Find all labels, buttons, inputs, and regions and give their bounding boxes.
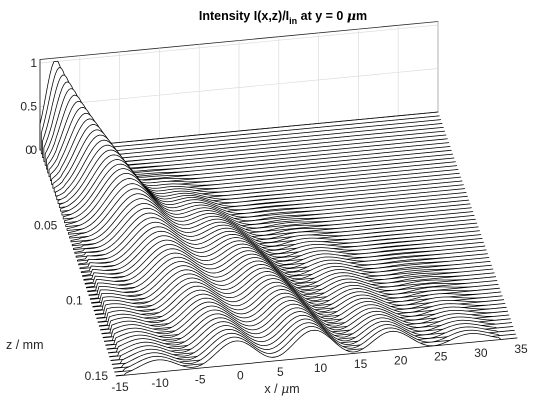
x-axis-label-suffix: m: [289, 382, 299, 396]
x-tick-label-7: 20: [394, 353, 408, 367]
chart-title-mu: μ: [347, 8, 356, 23]
chart-title-prefix: Intensity I(x,z)/I: [199, 9, 289, 23]
x-tick-label-2: -5: [195, 372, 206, 386]
z-tick-label-0: 0: [25, 143, 32, 157]
x-axis-label: x / μm: [264, 381, 299, 396]
data-slices: [39, 60, 518, 377]
slice-59: [115, 329, 518, 377]
x-tick-label-8: 25: [434, 350, 448, 364]
x-tick-label-0: -15: [111, 380, 129, 394]
chart-title-suffix: m: [356, 9, 367, 23]
chart-title: Intensity I(x,z)/Iin at y = 0 μm: [199, 8, 367, 26]
x-tick-label-5: 10: [314, 361, 328, 375]
x-axis-label-prefix: x /: [264, 382, 281, 396]
z-tick-label-2: 0.1: [66, 294, 83, 308]
x-axis-label-mu: μ: [281, 381, 289, 396]
x-tick-label-9: 30: [474, 346, 488, 360]
tick-labels: -15 -10 -5 0 5 10 15 20 25 30 35 0 0.05 0.1 0.15 0 0.5 1: [20, 56, 528, 394]
y-tick-label-1: 0.5: [20, 100, 37, 114]
z-tick-label-1: 0.05: [34, 218, 58, 232]
grid-line-y-1: [39, 68, 439, 107]
x-tick-label-3: 0: [237, 369, 244, 383]
chart-title-subscript: in: [289, 16, 297, 26]
grid-line-y-2: [39, 24, 439, 64]
x-tick-label-4: 5: [277, 365, 284, 379]
x-tick-label-1: -10: [151, 376, 169, 390]
x-tick-label-6: 15: [354, 357, 368, 371]
z-axis-label: z / mm: [6, 338, 44, 352]
x-tick-label-10: 35: [514, 342, 528, 356]
y-tick-label-2: 1: [30, 56, 37, 70]
y-tick-label-0: 0: [30, 143, 37, 157]
z-tick-label-3: 0.15: [85, 369, 109, 383]
chart-title-middle: at y = 0: [297, 9, 347, 23]
